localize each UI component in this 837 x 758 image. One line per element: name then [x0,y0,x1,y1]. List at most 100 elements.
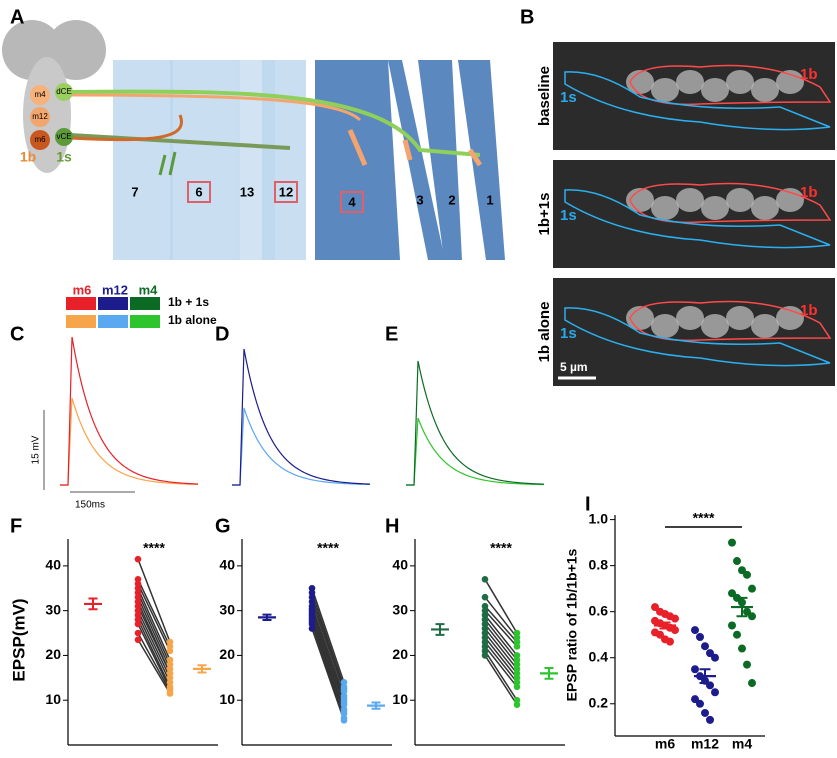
point [513,701,521,708]
y-tick-label: 40 [45,557,61,573]
pair-line [311,628,345,721]
sem-bar [88,597,98,611]
y-tick-label: 0.4 [589,648,609,664]
point [666,637,674,646]
label-1b: 1b [800,66,818,83]
bouton [751,196,779,220]
point [748,584,756,593]
trace-alone [406,417,545,486]
label-1s: 1s [560,325,577,342]
outline-1s [564,71,831,131]
pair-line [137,623,171,690]
label-1s: 1s [560,89,577,106]
muscle-label: 2 [448,192,455,207]
pair-line [311,621,345,714]
row-label: 1b alone [536,302,553,363]
legend-row: 1b alone [168,313,217,327]
point [481,576,489,583]
bouton [676,306,704,330]
pair-line [137,578,171,647]
point [691,665,699,674]
pair-line [137,639,171,694]
y-tick-label: 30 [392,601,408,617]
pair-line [311,612,345,703]
pair-line [137,610,171,679]
sem-bar [435,623,445,636]
point [738,644,746,653]
bouton [751,314,779,338]
bouton [726,188,754,212]
larva-diagram [2,20,505,260]
pair-line [137,583,171,652]
pair-line [311,601,345,692]
y-tick-label: 0.6 [589,602,609,618]
y-tick-label: 0.2 [589,694,609,710]
pair-line [137,632,171,692]
muscle-label: 1 [486,192,493,207]
point [134,636,142,644]
point [733,630,741,639]
label-1s: 1s [560,207,577,224]
point [166,690,174,697]
point [696,633,704,642]
pair-line [137,592,171,665]
y-tick-label: 30 [45,601,61,617]
pair-line [484,655,518,706]
muscle-label: 7 [131,184,138,199]
point [481,652,489,659]
bouton [651,196,679,220]
pair-line [311,610,345,701]
sem-bar [659,621,671,630]
nerve-label: dCE [56,87,72,96]
y-axis-label: EPSP(mV) [9,598,28,681]
neuron-label: m6 [34,135,46,144]
panel-label: H [385,515,399,537]
pair-line [137,596,171,670]
y-tick-label: 1.0 [589,510,609,526]
pair-line [484,637,518,679]
pair-line [484,614,518,656]
panel-label: E [385,323,398,345]
legend-swatch [66,297,96,310]
pair-line [311,588,345,683]
point [134,555,142,563]
pair-line [484,650,518,701]
trace-alone [232,407,371,486]
pair-line [311,608,345,699]
pair-line [311,623,345,719]
pair-line [484,628,518,670]
pair-line [137,605,171,674]
pair-line [137,587,171,661]
point [711,653,719,662]
pair-line [484,641,518,683]
sem-bar [699,668,711,685]
imaging [553,42,835,386]
trace-alone [60,397,199,486]
bouton [676,188,704,212]
bouton [701,196,729,220]
label-1b: 1b [800,184,818,201]
legend-column: m12 [102,282,128,297]
pair-line [484,623,518,665]
y-tick-label: 20 [45,646,61,662]
point [481,593,489,601]
bouton [726,70,754,94]
point [513,643,521,650]
outline-1s [564,307,831,367]
panel-label: D [215,323,229,345]
pair-line [137,614,171,683]
panel-label: B [520,6,534,28]
point [134,620,142,628]
neuron-label: m4 [34,90,46,99]
legend-column: m4 [139,282,159,297]
pair-line [484,610,518,647]
panel-label: F [10,515,22,537]
neuron-label: m12 [32,112,48,121]
y-tick-label: 40 [392,557,408,573]
significance: **** [317,540,339,556]
bouton [726,306,754,330]
muscle-label: 4 [348,194,356,209]
panel-label: G [215,515,231,537]
bouton [751,78,779,102]
legend-swatch [130,297,160,310]
